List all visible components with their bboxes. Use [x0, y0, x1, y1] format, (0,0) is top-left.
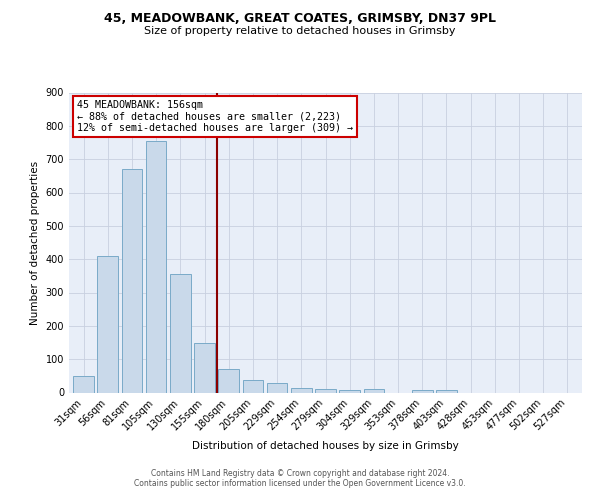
Bar	[436, 390, 457, 392]
Y-axis label: Number of detached properties: Number of detached properties	[30, 160, 40, 324]
Bar	[122, 169, 142, 392]
Text: 45, MEADOWBANK, GREAT COATES, GRIMSBY, DN37 9PL: 45, MEADOWBANK, GREAT COATES, GRIMSBY, D…	[104, 12, 496, 26]
Bar	[146, 141, 166, 393]
Bar	[218, 369, 239, 392]
Bar	[364, 389, 384, 392]
Bar	[97, 256, 118, 392]
Bar	[315, 389, 336, 392]
Bar	[242, 380, 263, 392]
Text: Size of property relative to detached houses in Grimsby: Size of property relative to detached ho…	[144, 26, 456, 36]
Bar	[291, 388, 311, 392]
X-axis label: Distribution of detached houses by size in Grimsby: Distribution of detached houses by size …	[192, 440, 459, 450]
Bar	[267, 382, 287, 392]
Text: Contains public sector information licensed under the Open Government Licence v3: Contains public sector information licen…	[134, 478, 466, 488]
Bar	[170, 274, 191, 392]
Bar	[73, 376, 94, 392]
Text: Contains HM Land Registry data © Crown copyright and database right 2024.: Contains HM Land Registry data © Crown c…	[151, 468, 449, 477]
Bar	[340, 390, 360, 392]
Text: 45 MEADOWBANK: 156sqm
← 88% of detached houses are smaller (2,223)
12% of semi-d: 45 MEADOWBANK: 156sqm ← 88% of detached …	[77, 100, 353, 133]
Bar	[194, 342, 215, 392]
Bar	[412, 390, 433, 392]
